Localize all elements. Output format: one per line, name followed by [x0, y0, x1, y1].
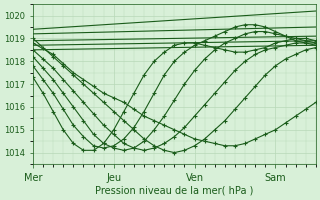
- X-axis label: Pression niveau de la mer( hPa ): Pression niveau de la mer( hPa ): [95, 186, 253, 196]
